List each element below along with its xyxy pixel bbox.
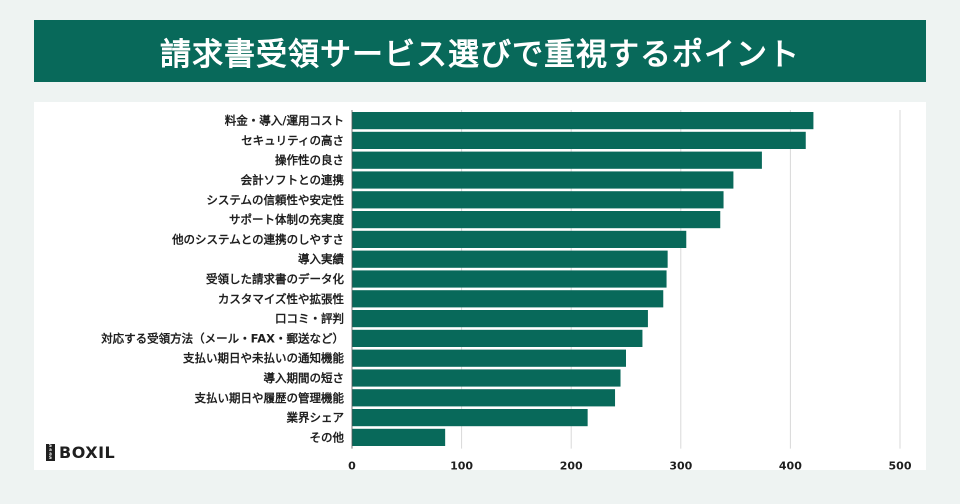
bar: [352, 112, 814, 130]
bar: [352, 389, 616, 407]
category-label: 対応する受領方法（メール・FAX・郵送など）: [100, 331, 344, 345]
bar: [352, 270, 667, 288]
x-tick-label: 400: [779, 460, 802, 470]
bar: [352, 310, 648, 328]
x-tick-label: 200: [560, 460, 583, 470]
bar: [352, 211, 721, 229]
category-label: 導入実績: [298, 252, 344, 266]
category-label: 口コミ・評判: [275, 312, 344, 326]
chart-title: 請求書受領サービス選びで重視するポイント: [160, 36, 800, 73]
category-label: 導入期間の短さ: [264, 371, 345, 385]
bar: [352, 151, 762, 169]
category-label: カスタマイズ性や拡張性: [218, 292, 345, 306]
category-label: その他: [310, 430, 345, 444]
category-label: 料金・導入/運用コスト: [225, 114, 344, 128]
x-tick-label: 300: [669, 460, 692, 470]
bar: [352, 191, 724, 209]
category-label: システムの信頼性や安定性: [206, 193, 344, 207]
bar: [352, 250, 668, 268]
category-label: 他のシステムとの連携のしやすさ: [171, 232, 344, 246]
bar: [352, 428, 446, 446]
bar: [352, 290, 664, 308]
category-label: 支払い期日や未払いの通知機能: [182, 351, 344, 365]
title-banner: 請求書受領サービス選びで重視するポイント: [34, 20, 926, 82]
bar: [352, 329, 643, 347]
bar: [352, 131, 806, 149]
bar: [352, 230, 687, 248]
chart-panel: 0 100 200 300 400 500 料金・導入/運用コストセキュリティの高さ操作性の…: [34, 102, 926, 470]
category-label: 会計ソフトとの連携: [240, 173, 345, 187]
bar-chart: 0 100 200 300 400 500 料金・導入/運用コストセキュリティの高さ操作性の…: [100, 110, 912, 470]
category-label: 操作性の良さ: [275, 153, 344, 167]
category-label: 支払い期日や履歴の管理機能: [194, 391, 345, 405]
x-tick-label: 100: [450, 460, 473, 470]
bar: [352, 369, 621, 387]
bar: [352, 409, 588, 427]
category-label: サポート体制の充実度: [229, 213, 344, 227]
category-label: セキュリティの高さ: [241, 133, 344, 147]
x-tick-label: 0: [348, 460, 356, 470]
bar: [352, 349, 626, 367]
category-label: 業界シェア: [286, 411, 345, 425]
category-label: 受領した請求書のデータ化: [206, 272, 344, 286]
brand-name: BOXIL: [59, 442, 116, 462]
bar: [352, 171, 734, 189]
x-tick-label: 500: [889, 460, 912, 470]
